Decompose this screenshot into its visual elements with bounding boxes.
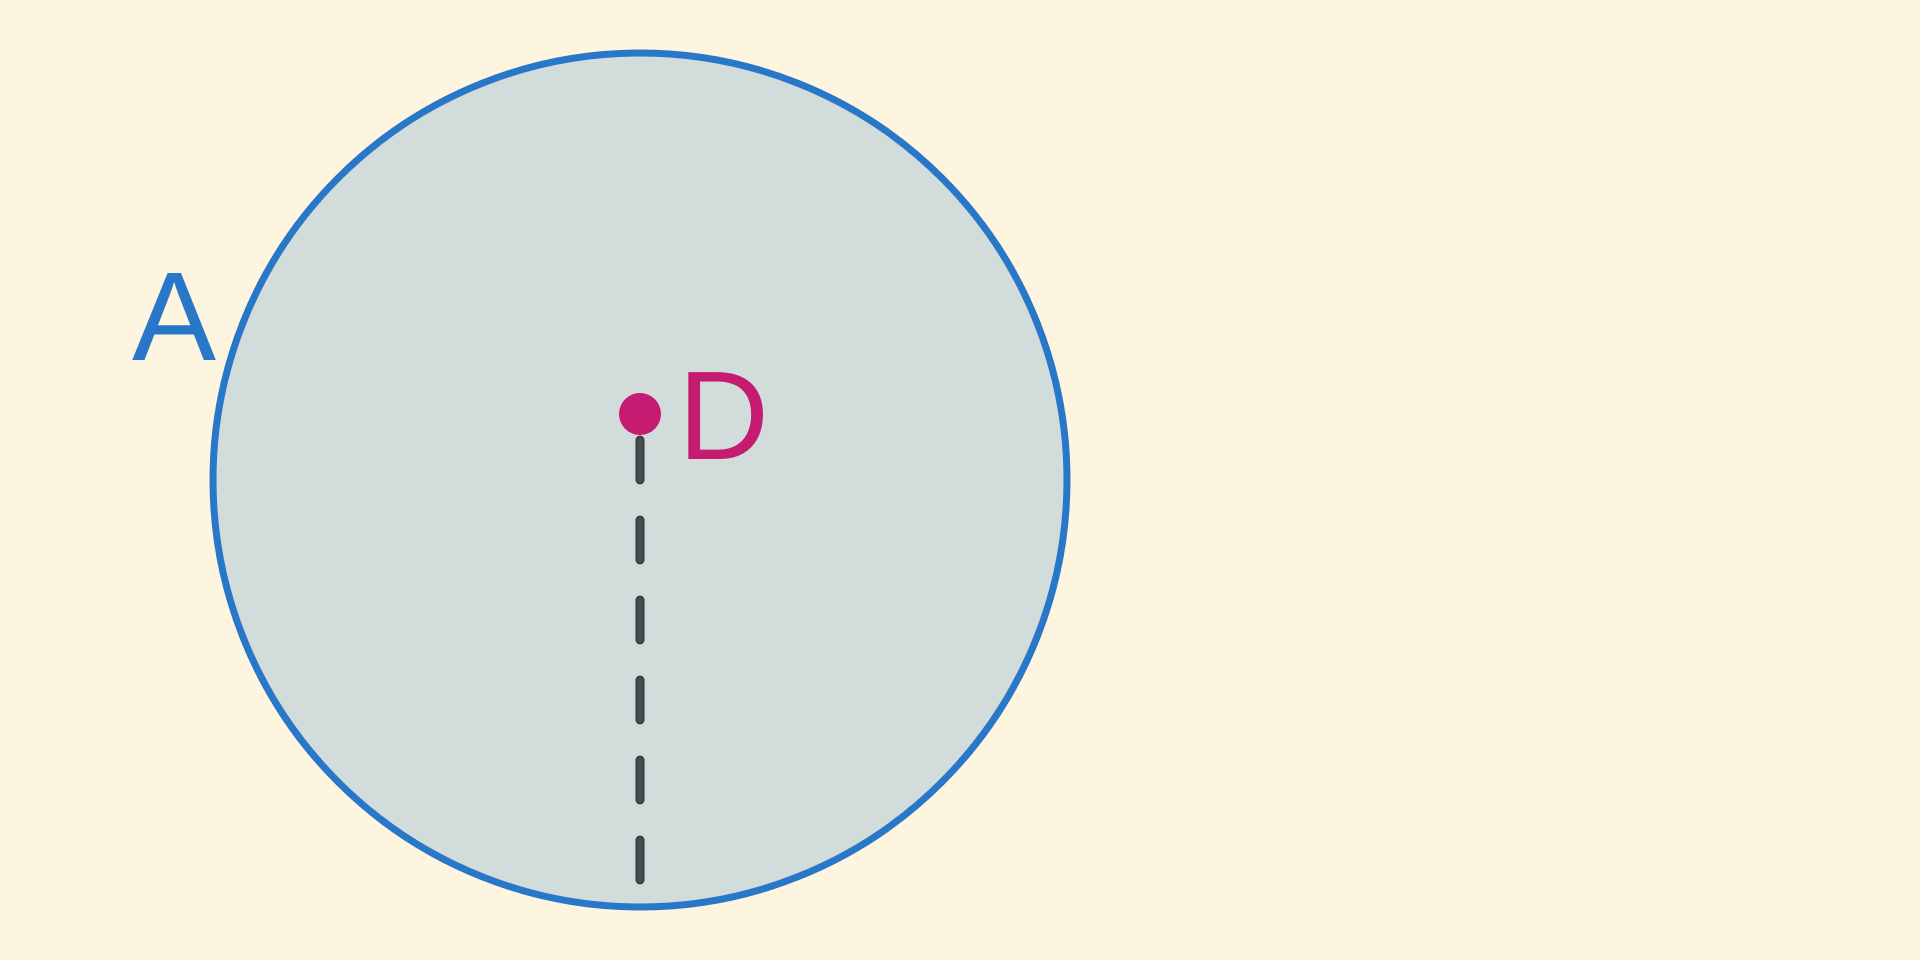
point-d [619, 393, 661, 435]
point-label-d: D [678, 345, 769, 486]
circle-label-a: A [132, 246, 216, 387]
